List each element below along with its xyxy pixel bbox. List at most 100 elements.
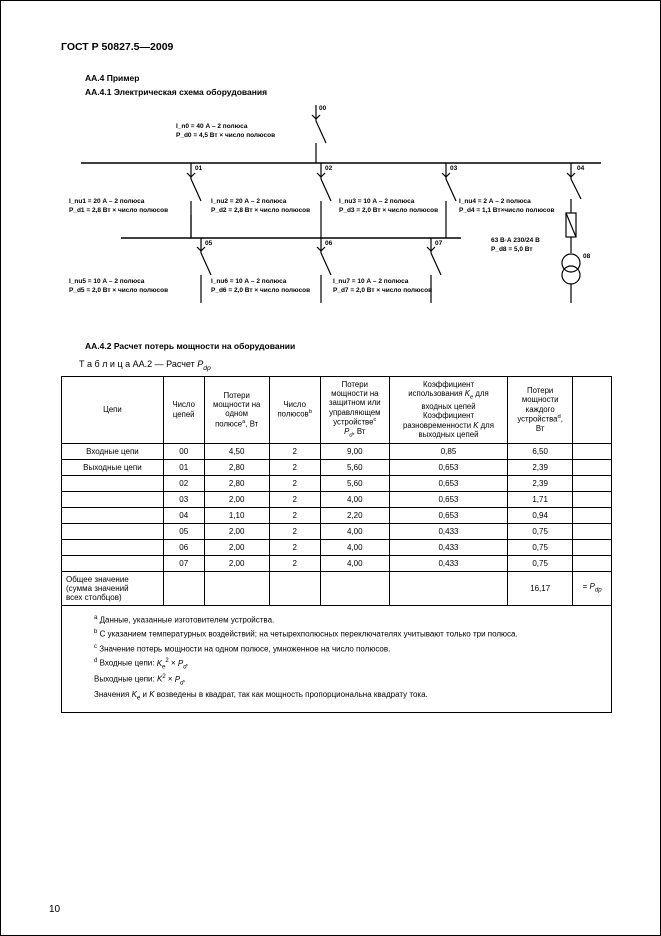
table-cell: 0,75 <box>508 539 573 555</box>
table-cell: 0,433 <box>389 539 507 555</box>
table-row: Входные цепи004,5029,000,856,50 <box>62 443 612 459</box>
table-cell: 00 <box>163 443 204 459</box>
table-cell <box>62 523 164 539</box>
node04-l1: I_nu4 = 2 А – 2 полюса <box>459 198 531 205</box>
note-d-in: d Входные цепи: Ke2 × Pd. <box>82 657 601 671</box>
table-row: 052,0024,000,4330,75 <box>62 523 612 539</box>
note-c: c Значение потерь мощности на одном полю… <box>82 643 601 655</box>
table-cell: 0,75 <box>508 523 573 539</box>
power-loss-table: Цепи Числоцепей Потеримощности наодномпо… <box>61 376 612 606</box>
node-id-08: 08 <box>583 253 590 260</box>
th-blank <box>573 376 612 443</box>
table-cell: 2 <box>269 475 320 491</box>
table-cell: 0,85 <box>389 443 507 459</box>
table-cell: 2,00 <box>204 539 269 555</box>
th-coef: Коэффициентиспользования Ke длявходных ц… <box>389 376 507 443</box>
table-cell: 2 <box>269 443 320 459</box>
node-id-03: 03 <box>450 165 457 172</box>
table-cell <box>573 491 612 507</box>
table-cell: 2 <box>269 459 320 475</box>
table-row: 032,0024,000,6531,71 <box>62 491 612 507</box>
table-total-row: Общее значение(сумма значенийвсех столбц… <box>62 571 612 605</box>
node-id-05: 05 <box>205 240 212 247</box>
table-cell: 2,20 <box>320 507 389 523</box>
table-cell: 0,433 <box>389 523 507 539</box>
node07-l2: P_d7 = 2,0 Вт × число полюсов <box>333 287 432 294</box>
node08-l1: 63 В·А 230/24 В <box>491 237 540 244</box>
standard-code: ГОСТ Р 50827.5—2009 <box>61 41 612 53</box>
table-cell: 1,10 <box>204 507 269 523</box>
th-loss-dev: Потеримощностикаждогоустройстваd,Вт <box>508 376 573 443</box>
wiring-diagram: 00 I_n0 = 40 А – 2 полюса P_d0 = 4,5 Вт … <box>61 103 601 333</box>
table-cell: 0,433 <box>389 555 507 571</box>
node05-l2: P_d5 = 2,0 Вт × число полюсов <box>69 287 168 294</box>
table-cell <box>573 539 612 555</box>
note-b: b С указанием температурных воздействий;… <box>82 628 601 640</box>
node07-l1: I_nu7 = 10 А – 2 полюса <box>333 278 408 285</box>
table-header-row: Цепи Числоцепей Потеримощности наодномпо… <box>62 376 612 443</box>
table-cell <box>62 539 164 555</box>
node02-l1: I_nu2 = 20 А – 2 полюса <box>211 198 286 205</box>
table-cell <box>573 475 612 491</box>
table-cell: 2,80 <box>204 475 269 491</box>
table-cell: 0,75 <box>508 555 573 571</box>
total-value: 16,17 <box>508 571 573 605</box>
note-d-out: Выходные цепи: K2 × Pd. <box>82 673 601 687</box>
table-row: 072,0024,000,4330,75 <box>62 555 612 571</box>
th-circuits: Цепи <box>62 376 164 443</box>
node-id-06: 06 <box>325 240 332 247</box>
page-number: 10 <box>49 904 60 915</box>
table-row: Выходные цепи012,8025,600,6532,39 <box>62 459 612 475</box>
table-row: 022,8025,600,6532,39 <box>62 475 612 491</box>
table-cell <box>573 555 612 571</box>
table-cell: 2 <box>269 523 320 539</box>
table-cell: 2 <box>269 507 320 523</box>
table-cell: 0,94 <box>508 507 573 523</box>
table-cell: 2,00 <box>204 491 269 507</box>
node05-l1: I_nu5 = 10 А – 2 полюса <box>69 278 144 285</box>
table-row: 062,0024,000,4330,75 <box>62 539 612 555</box>
section-aa42: АА.4.2 Расчет потерь мощности на оборудо… <box>85 341 612 351</box>
table-cell: 1,71 <box>508 491 573 507</box>
node03-l1: I_nu3 = 10 А – 2 полюса <box>339 198 414 205</box>
table-cell: 05 <box>163 523 204 539</box>
table-cell: 4,00 <box>320 523 389 539</box>
section-aa41: АА.4.1 Электрическая схема оборудования <box>85 87 612 97</box>
th-poles: Числополюсовb <box>269 376 320 443</box>
table-cell: 2,39 <box>508 475 573 491</box>
diagram-svg <box>61 103 601 333</box>
table-caption: Т а б л и ц а АА.2 — Расчет Pdp <box>79 359 612 372</box>
node04-l2: P_d4 = 1,1 Вт×число полюсов <box>459 207 555 214</box>
node06-l1: I_nu6 = 10 А – 2 полюса <box>211 278 286 285</box>
table-caption-prefix: Т а б л и ц а АА.2 — Расчет <box>79 359 197 369</box>
table-notes: a Данные, указанные изготовителем устрой… <box>61 606 612 714</box>
table-cell: 4,00 <box>320 491 389 507</box>
table-cell: 2,39 <box>508 459 573 475</box>
table-body: Входные цепи004,5029,000,856,50Выходные … <box>62 443 612 571</box>
table-cell: 2,00 <box>204 555 269 571</box>
table-cell: 2 <box>269 555 320 571</box>
node06-l2: P_d6 = 2,0 Вт × число полюсов <box>211 287 310 294</box>
node-id-02: 02 <box>325 165 332 172</box>
th-num: Числоцепей <box>163 376 204 443</box>
page: ГОСТ Р 50827.5—2009 АА.4 Пример АА.4.1 Э… <box>0 0 661 936</box>
table-cell: 03 <box>163 491 204 507</box>
node03-l2: P_d3 = 2,0 Вт × число полюсов <box>339 207 438 214</box>
note-last: Значения Ke и K возведены в квадрат, так… <box>82 690 601 703</box>
node-id-04: 04 <box>577 165 584 172</box>
table-cell: Входные цепи <box>62 443 164 459</box>
total-label: Общее значение(сумма значенийвсех столбц… <box>62 571 164 605</box>
node-id-01: 01 <box>195 165 202 172</box>
table-cell <box>62 491 164 507</box>
table-cell: 2,80 <box>204 459 269 475</box>
table-cell: 4,00 <box>320 555 389 571</box>
node01-l2: P_d1 = 2,8 Вт × число полюсов <box>69 207 168 214</box>
table-cell: 2 <box>269 539 320 555</box>
table-cell <box>62 507 164 523</box>
table-cell: 2,00 <box>204 523 269 539</box>
table-cell: 0,653 <box>389 459 507 475</box>
node-id-07: 07 <box>435 240 442 247</box>
th-loss-pole: Потеримощности наодномполюсеa, Вт <box>204 376 269 443</box>
table-cell: 4,50 <box>204 443 269 459</box>
table-cell: 0,653 <box>389 491 507 507</box>
